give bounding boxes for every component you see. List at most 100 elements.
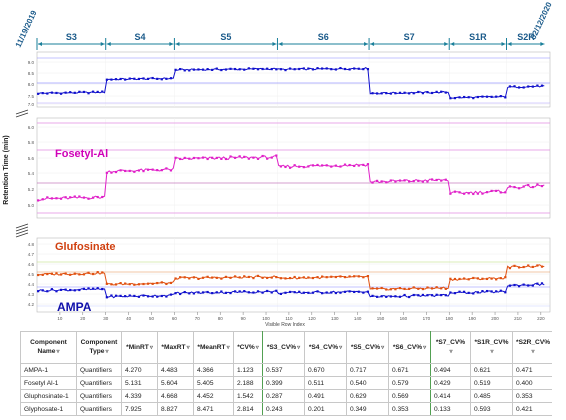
data-point [476,291,479,294]
x-tick-label: 140 [354,316,362,321]
segment-label: S3 [66,32,77,42]
column-header-label: Component Type [80,339,118,355]
column-header[interactable]: *S5_CV%▿ [346,331,389,364]
data-point [238,276,241,279]
data-point [408,180,411,183]
data-point [380,295,383,298]
column-header[interactable]: *S7_CV% ▿ [430,331,471,364]
data-point [261,154,264,158]
x-tick-label: 200 [491,316,499,321]
data-point [288,166,292,169]
data-point [371,181,374,184]
segment-label: S1R [469,32,487,42]
data-point [536,84,539,87]
data-point [366,68,370,71]
data-point [348,68,351,71]
data-point [73,195,76,198]
data-point [380,180,383,183]
column-header[interactable]: *MinRT▿ [121,331,158,364]
data-point [55,290,58,293]
funnel-icon[interactable]: ▿ [490,349,494,355]
funnel-icon[interactable]: ▿ [255,344,259,351]
data-point [270,291,273,294]
x-tick-label: 130 [331,316,339,321]
data-point [284,68,287,72]
table-cell: 0.629 [346,389,389,403]
data-point [174,68,177,71]
data-point [394,92,397,95]
data-point [325,67,328,70]
funnel-icon[interactable]: ▿ [149,344,153,351]
data-point [110,283,113,286]
data-point [220,157,223,160]
data-point [499,277,502,280]
data-point [256,68,260,71]
column-header[interactable]: *MaxRT▿ [157,331,194,364]
funnel-icon[interactable]: ▿ [449,349,453,355]
data-point [426,91,429,94]
data-point [96,271,99,274]
data-point [137,169,141,172]
data-point [453,277,457,281]
column-header[interactable]: Component Name▿ [20,331,77,364]
x-tick-label: 20 [80,316,86,321]
data-point [211,276,214,279]
funnel-icon[interactable]: ▿ [297,344,301,351]
table-cell: 5.604 [157,376,194,390]
data-point [353,275,356,278]
data-point [293,275,296,279]
table-row[interactable]: Gluphosinate-1 Quantifiers 4.339 4.668 4.452… [20,389,552,403]
table-row[interactable]: AMPA-1 Quantifiers 4.270 4.483 4.366 1.123 0.5… [20,363,552,377]
data-point [311,291,315,294]
column-header[interactable]: *S2R_CV% ▿ [512,331,552,364]
data-point [215,276,218,279]
funnel-icon[interactable]: ▿ [339,344,343,351]
y-tick-label: 5.2 [28,187,35,192]
table-row[interactable]: Glyphosate-1 Quantifiers 7.925 8.827 8.471 2.… [20,402,552,416]
data-point [197,68,200,71]
data-point [165,295,168,298]
column-header[interactable]: *S6_CV%▿ [388,331,431,364]
funnel-icon[interactable]: ▿ [531,349,535,355]
funnel-icon[interactable]: ▿ [56,349,60,355]
column-header[interactable]: *S4_CV%▿ [304,331,347,364]
data-point [472,192,475,196]
data-point [348,290,351,293]
column-header[interactable]: *S1R_CV% ▿ [470,331,513,364]
data-point [284,277,287,280]
column-header-label: *MeanRT [197,343,226,351]
data-point [398,91,402,94]
column-header[interactable]: *S3_CV%▿ [262,331,305,364]
bracket-arrow-right [100,42,105,46]
data-point [316,290,319,293]
data-point [458,96,461,99]
data-point [92,287,95,290]
table-cell: 0.511 [304,376,347,390]
data-point [247,275,250,279]
data-point [78,195,81,198]
funnel-icon[interactable]: ▿ [226,344,230,351]
column-header[interactable]: *CV%▿ [233,331,263,364]
funnel-icon[interactable]: ▿ [381,344,385,351]
funnel-icon[interactable]: ▿ [423,344,427,351]
data-point [229,67,232,70]
funnel-icon[interactable]: ▿ [105,349,109,355]
data-point [293,291,296,294]
data-point [124,169,127,173]
data-point [311,276,315,280]
data-point [522,265,525,269]
table-row[interactable]: Fosetyl Al-1 Quantifiers 5.131 5.604 5.405 2.… [20,376,552,390]
segment-label: S4 [135,32,146,42]
data-point [270,67,273,71]
column-header[interactable]: *MeanRT▿ [193,331,234,364]
data-point [82,273,86,276]
data-point [472,276,475,280]
table-cell: Quantifiers [76,363,122,377]
column-header[interactable]: Component Type▿ [76,331,122,364]
bracket-arrow-right [364,42,369,46]
funnel-icon[interactable]: ▿ [186,344,190,351]
table-cell: 0.621 [470,363,513,377]
data-point [211,156,214,159]
data-point [531,185,534,189]
data-point [298,276,301,279]
